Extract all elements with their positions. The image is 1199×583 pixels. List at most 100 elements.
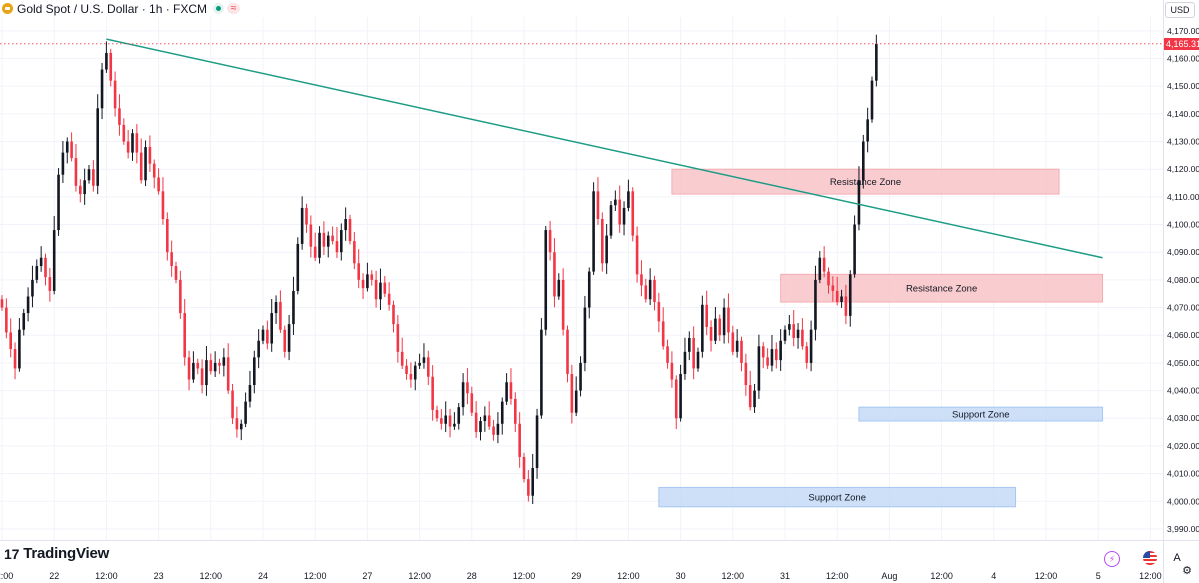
x-tick-label: 12:00 bbox=[95, 571, 118, 581]
candle-body bbox=[618, 199, 621, 225]
last-price-label: 4,165.31 bbox=[1164, 37, 1199, 50]
candle-body bbox=[722, 307, 726, 336]
candle-body bbox=[144, 147, 147, 181]
candle-body bbox=[757, 346, 761, 391]
candle-body bbox=[35, 266, 39, 280]
auto-scale-icon[interactable]: A bbox=[1173, 552, 1181, 564]
candle-body bbox=[670, 362, 674, 380]
candle-body bbox=[705, 304, 708, 327]
candle-body bbox=[748, 385, 752, 408]
candle-body bbox=[509, 382, 513, 399]
candle-body bbox=[614, 199, 617, 206]
y-tick-label: 4,140.00 bbox=[1167, 109, 1199, 119]
candle-body bbox=[753, 390, 756, 408]
candle-body bbox=[574, 390, 578, 413]
candle-body bbox=[13, 349, 17, 369]
candle-body bbox=[400, 351, 404, 366]
candle-body bbox=[818, 257, 822, 280]
gear-icon[interactable]: ⚙ bbox=[1182, 565, 1192, 577]
candle-body bbox=[226, 357, 230, 391]
candle-body bbox=[827, 271, 830, 286]
candle-body bbox=[257, 340, 260, 358]
x-tick-label: 29 bbox=[571, 571, 581, 581]
candle-body bbox=[853, 224, 856, 275]
candle-body bbox=[835, 290, 839, 303]
candle-body bbox=[805, 346, 809, 363]
x-tick-label: 12:00 bbox=[0, 571, 13, 581]
y-tick-label: 4,020.00 bbox=[1167, 441, 1199, 451]
candle-body bbox=[440, 418, 443, 424]
candle-body bbox=[809, 329, 813, 363]
candle-body bbox=[296, 243, 300, 291]
x-tick-label: 28 bbox=[467, 571, 477, 581]
y-tick-label: 4,150.00 bbox=[1167, 81, 1199, 91]
candle-body bbox=[157, 177, 160, 192]
candle-body bbox=[405, 365, 408, 374]
candle-body bbox=[544, 230, 548, 330]
candle-body bbox=[779, 340, 782, 361]
candle-body bbox=[18, 329, 21, 369]
candle-body bbox=[592, 191, 595, 272]
x-tick-label: 12:00 bbox=[408, 571, 431, 581]
candle-body bbox=[466, 382, 469, 394]
symbol-title[interactable]: Gold Spot / U.S. Dollar · 1h · FXCM bbox=[17, 1, 208, 16]
candle-body bbox=[22, 313, 26, 330]
y-tick-label: 4,040.00 bbox=[1167, 386, 1199, 396]
candle-body bbox=[714, 318, 717, 341]
trendline-layer bbox=[0, 38, 1163, 259]
candle-body bbox=[848, 274, 852, 316]
candle-body bbox=[444, 415, 447, 424]
symbol-header[interactable]: Gold Spot / U.S. Dollar · 1h · FXCM ≈ bbox=[0, 0, 241, 17]
candle-body bbox=[435, 409, 439, 419]
us-flag-icon[interactable] bbox=[1143, 551, 1157, 565]
candle-body bbox=[366, 274, 369, 289]
candle-body bbox=[266, 329, 269, 344]
candle-body bbox=[553, 252, 556, 297]
candle-body bbox=[174, 266, 178, 280]
candle-body bbox=[279, 302, 282, 330]
tv-logo-icon: 17 bbox=[4, 545, 20, 562]
candle-body bbox=[657, 302, 661, 322]
candle-body bbox=[74, 158, 78, 186]
market-open-dot-icon bbox=[213, 3, 225, 14]
candle-body bbox=[113, 80, 117, 109]
candle-body bbox=[187, 357, 191, 380]
time-axis[interactable]: 12:00 22 12:00 23 12:00 24 12:00 27 12:00 28 12:00… bbox=[0, 540, 1199, 582]
y-tick-label: 4,030.00 bbox=[1167, 413, 1199, 423]
candle-body bbox=[718, 318, 722, 336]
candle-body bbox=[653, 279, 656, 303]
candle-body bbox=[622, 207, 626, 225]
candle-body bbox=[239, 423, 243, 430]
candle-body bbox=[792, 324, 795, 338]
x-tick-label: 24 bbox=[258, 571, 268, 581]
candle-body bbox=[770, 349, 774, 366]
y-tick-label: 4,080.00 bbox=[1167, 275, 1199, 285]
candle-body bbox=[287, 324, 291, 352]
candle-body bbox=[422, 357, 426, 363]
candle-body bbox=[418, 362, 421, 366]
currency-button[interactable]: USD bbox=[1165, 2, 1195, 18]
price-axis[interactable]: 3,990.00 4,000.00 4,010.00 4,020.00 4,030.00… bbox=[1163, 0, 1199, 583]
candle-body bbox=[483, 415, 487, 422]
candle-body bbox=[587, 271, 591, 308]
x-tick-label: 27 bbox=[362, 571, 372, 581]
candle-body bbox=[65, 141, 69, 153]
candle-body bbox=[213, 362, 217, 372]
candle-body bbox=[579, 362, 582, 391]
x-tick-label: 12:00 bbox=[826, 571, 849, 581]
candle-body bbox=[744, 362, 748, 386]
candle-body bbox=[135, 133, 139, 153]
candle-body bbox=[683, 351, 687, 374]
candle-body bbox=[692, 337, 695, 369]
candle-body bbox=[661, 321, 665, 347]
candle-body bbox=[374, 279, 378, 300]
candle-body bbox=[518, 423, 521, 457]
x-tick-label: 12:00 bbox=[1139, 571, 1162, 581]
candle-body bbox=[644, 285, 648, 300]
lightning-icon[interactable]: ⚡ bbox=[1104, 551, 1120, 567]
candle-body bbox=[413, 365, 417, 380]
tradingview-branding[interactable]: 17 TradingView bbox=[4, 545, 109, 562]
candle-body bbox=[409, 373, 413, 380]
candle-body bbox=[522, 456, 526, 480]
